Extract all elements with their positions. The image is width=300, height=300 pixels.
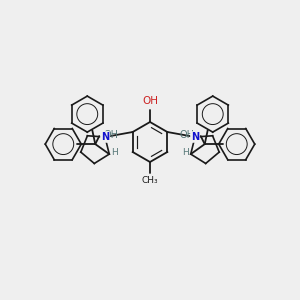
Text: H: H — [111, 148, 118, 157]
Text: N: N — [101, 132, 109, 142]
Text: N: N — [191, 132, 199, 142]
Text: OH: OH — [142, 96, 158, 106]
Text: OH: OH — [103, 130, 118, 140]
Text: CH₃: CH₃ — [142, 176, 158, 185]
Text: OH: OH — [180, 130, 195, 140]
Text: H: H — [182, 148, 189, 157]
